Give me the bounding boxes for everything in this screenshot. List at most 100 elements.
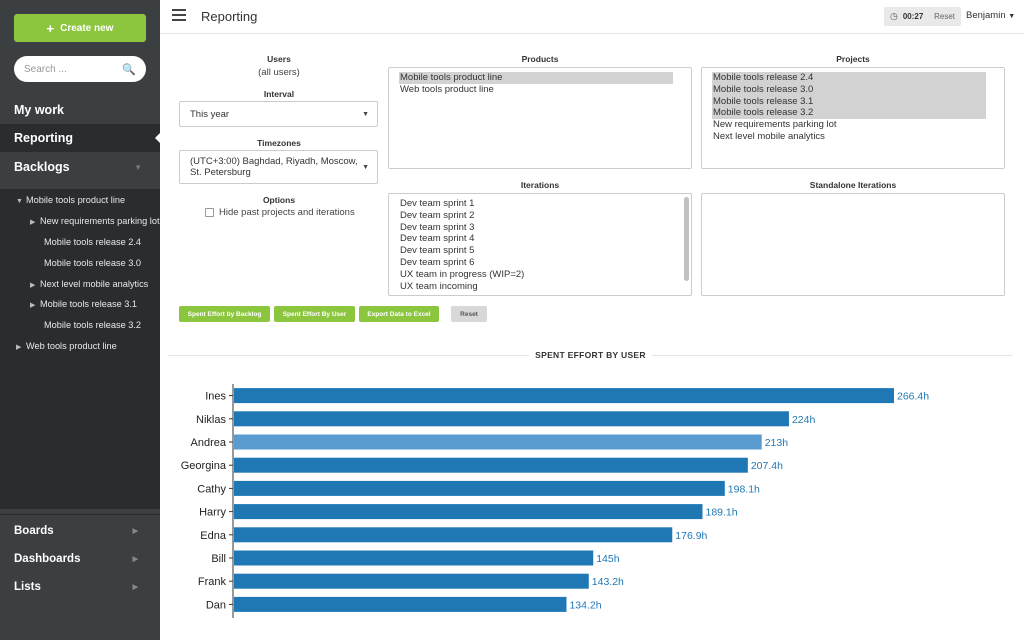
bar[interactable] [234,388,894,404]
bar[interactable] [234,480,725,496]
nav-dashboards[interactable]: Dashboards ▶ [0,545,160,573]
bar[interactable] [234,573,589,589]
iteration-option[interactable]: UX team incoming [400,280,478,292]
bar[interactable] [234,411,789,427]
project-option[interactable]: Next level mobile analytics [713,130,825,142]
sidebar-bottom-nav: Boards ▶ Dashboards ▶ Lists ▶ [0,514,160,640]
project-option[interactable]: Mobile tools release 3.2 [712,107,986,120]
iterations-scrollbar[interactable] [684,197,689,281]
tree-item-label: Mobile tools product line [26,195,126,205]
timer-time: 00:27 [902,12,924,21]
chart-svg: Ines 266.4h Niklas 224h Andrea 213h Georgina 20… [181,384,929,618]
category-label: Niklas [196,414,226,426]
timezone-select[interactable]: (UTC+3:00) Baghdad, Riyadh, Moscow, St. … [179,150,378,184]
iteration-option[interactable]: Dev team sprint 5 [400,245,475,257]
value-label: 189.1h [705,507,737,519]
chevron-right-icon: ▶ [132,528,138,535]
nav-label: Lists [14,581,41,593]
iteration-option[interactable]: Dev team sprint 4 [400,233,475,245]
nav-my-work[interactable]: My work [0,96,160,124]
export-excel-button[interactable]: Export Data to Excel [359,306,439,322]
project-option[interactable]: Mobile tools release 3.1 [712,95,986,108]
iteration-option[interactable]: Dev team sprint 1 [400,198,475,209]
backlog-tree: ▼ Mobile tools product line ▶ New requirem… [0,189,160,509]
tree-item-label: Mobile tools release 3.1 [40,299,138,309]
reset-button[interactable]: Reset [451,306,487,322]
chevron-down-icon[interactable]: ▼ [134,162,142,172]
page-title: Reporting [201,9,258,24]
products-title: Products [521,54,559,64]
nav-label: Dashboards [14,553,81,565]
category-label: Harry [199,507,226,519]
iteration-option[interactable]: Dev team sprint 3 [400,221,475,233]
timer-reset-button[interactable]: Reset [934,12,955,21]
interval-select[interactable]: This year ▼ [179,101,378,127]
caret-right-icon[interactable]: ▶ [16,344,22,351]
users-value: (all users) [258,67,300,78]
plus-icon: + [46,20,55,36]
standalone-iterations-title: Standalone Iterations [809,180,897,190]
bar[interactable] [234,504,703,520]
category-label: Cathy [197,483,226,495]
spent-effort-by-user-button[interactable]: Spent Effort By User [274,306,355,322]
caret-down-icon[interactable]: ▼ [16,198,23,205]
nav-boards[interactable]: Boards ▶ [0,517,160,545]
tree-item-release-3-2[interactable]: Mobile tools release 3.2 [44,320,204,330]
search-icon[interactable]: 🔍 [122,63,136,76]
product-option[interactable]: Web tools product line [400,83,494,95]
timezones-title: Timezones [257,138,301,148]
project-option[interactable]: Mobile tools release 3.0 [712,83,986,96]
tree-item-release-2-4[interactable]: Mobile tools release 2.4 [44,237,204,247]
caret-right-icon[interactable]: ▶ [30,302,36,309]
project-option[interactable]: Mobile tools release 2.4 [712,72,986,84]
value-label: 134.2h [569,599,601,611]
tree-item-release-3-1[interactable]: ▶ Mobile tools release 3.1 [30,299,190,309]
nav-lists[interactable]: Lists ▶ [0,573,160,601]
tree-item-label: New requirements parking lot [40,216,160,226]
projects-listbox[interactable]: Mobile tools release 2.4 Mobile tools re… [701,67,1005,169]
create-new-button[interactable]: + Create new [14,14,146,42]
iteration-option[interactable]: UX team in progress (WIP=2) [400,268,525,280]
value-label: 207.4h [751,460,783,472]
caret-right-icon[interactable]: ▶ [30,282,36,289]
nav-backlogs[interactable]: Backlogs ▼ [0,153,160,181]
hide-past-checkbox[interactable] [205,208,214,217]
bar[interactable] [234,550,594,566]
standalone-iterations-listbox[interactable] [701,193,1005,296]
caret-down-icon: ▼ [362,110,369,118]
tree-item-next-level-analytics[interactable]: ▶ Next level mobile analytics [30,279,190,289]
product-option[interactable]: Mobile tools product line [399,72,673,84]
category-label: Frank [198,576,227,588]
timezone-value: (UTC+3:00) Baghdad, Riyadh, Moscow, St. … [190,156,358,178]
tree-item-label: Mobile tools release 3.0 [44,258,142,268]
search-input[interactable] [24,63,123,75]
spent-effort-by-backlog-button[interactable]: Spent Effort by Backlog [179,306,270,322]
caret-down-icon: ▼ [362,163,369,171]
nav-label: My work [14,103,65,117]
tree-item-new-requirements[interactable]: ▶ New requirements parking lot [30,216,190,226]
nav-reporting[interactable]: Reporting [0,124,160,152]
tree-item-label: Web tools product line [26,341,117,351]
tree-item-web-tools-product-line[interactable]: ▶ Web tools product line [16,341,176,351]
iteration-option[interactable]: Dev team sprint 6 [400,256,475,268]
iterations-listbox[interactable]: Dev team sprint 1 Dev team sprint 2 Dev … [388,193,692,296]
tree-item-mobile-tools-product-line[interactable]: ▼ Mobile tools product line [16,195,176,205]
value-label: 266.4h [897,391,929,403]
bar[interactable] [234,596,567,612]
user-menu[interactable]: Benjamin ▼ [966,10,1015,21]
project-option[interactable]: New requirements parking lot [713,119,837,131]
products-listbox[interactable]: Mobile tools product line Web tools prod… [388,67,692,169]
iteration-option[interactable]: Dev team sprint 2 [400,209,475,221]
bar[interactable] [234,457,748,473]
tree-item-release-3-0[interactable]: Mobile tools release 3.0 [44,258,204,268]
value-label: 176.9h [675,530,707,542]
topbar: Reporting ◷ 00:27 Reset Benjamin ▼ [160,0,1024,34]
chart-title-text: SPENT EFFORT BY USER [529,350,652,360]
category-label: Edna [200,530,227,542]
caret-right-icon[interactable]: ▶ [30,219,36,226]
bar[interactable] [234,434,762,450]
bar[interactable] [234,527,673,543]
hamburger-menu-icon[interactable] [172,9,186,21]
hide-past-option[interactable]: Hide past projects and iterations [205,207,355,218]
value-label: 145h [596,553,620,565]
